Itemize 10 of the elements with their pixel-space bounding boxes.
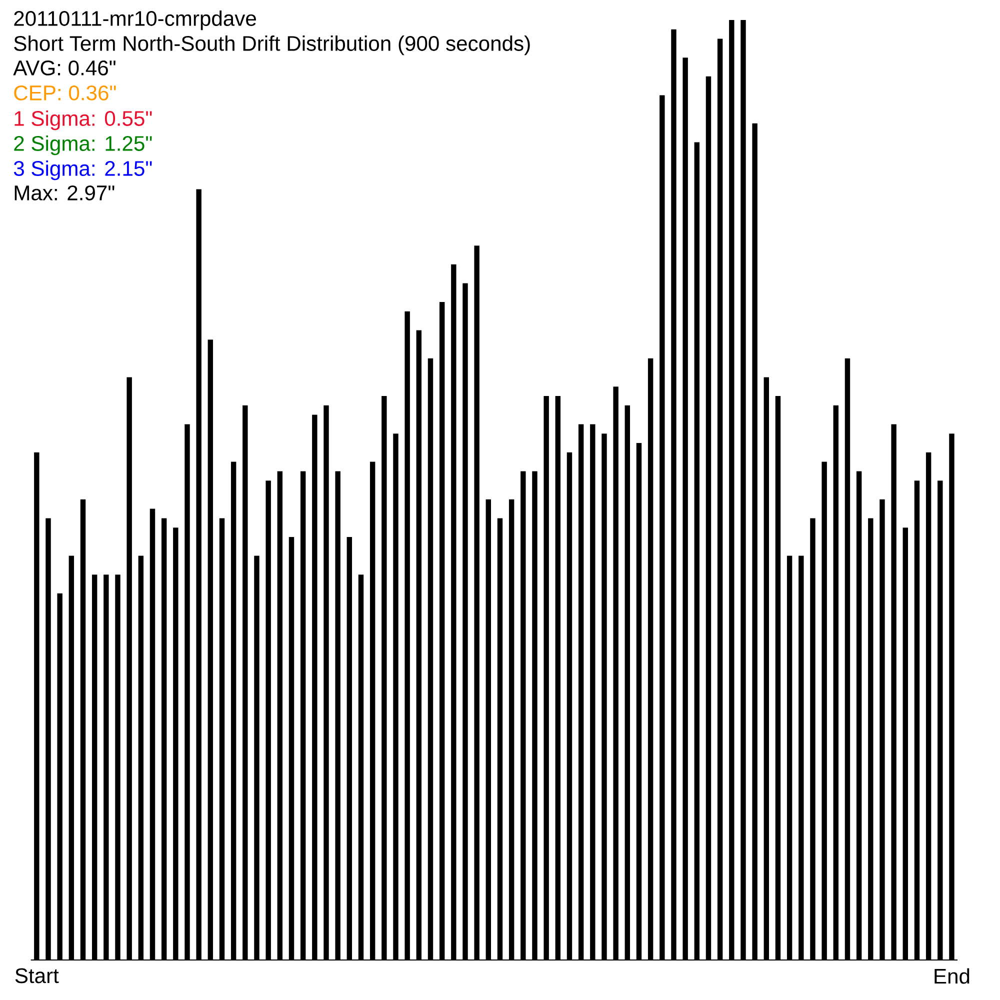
annotation: 2 Sigma: 1.25" — [14, 135, 152, 156]
chart-title: 20110111-mr10-cmrpdave — [14, 10, 256, 30]
x-tick-label: End — [934, 968, 970, 984]
text: Short Term North-South Drift Distribution (900 seconds) — [14, 35, 530, 56]
annotation: 1 Sigma: 0.55" — [14, 110, 152, 130]
annotation: CEP: 0.36" — [14, 85, 116, 100]
x-tick-label: Start — [15, 968, 59, 984]
annotation: AVG: 0.46" — [13, 60, 116, 76]
annotation: Max: 2.97" — [14, 185, 114, 200]
annotation: 3 Sigma: 2.15" — [14, 160, 152, 180]
